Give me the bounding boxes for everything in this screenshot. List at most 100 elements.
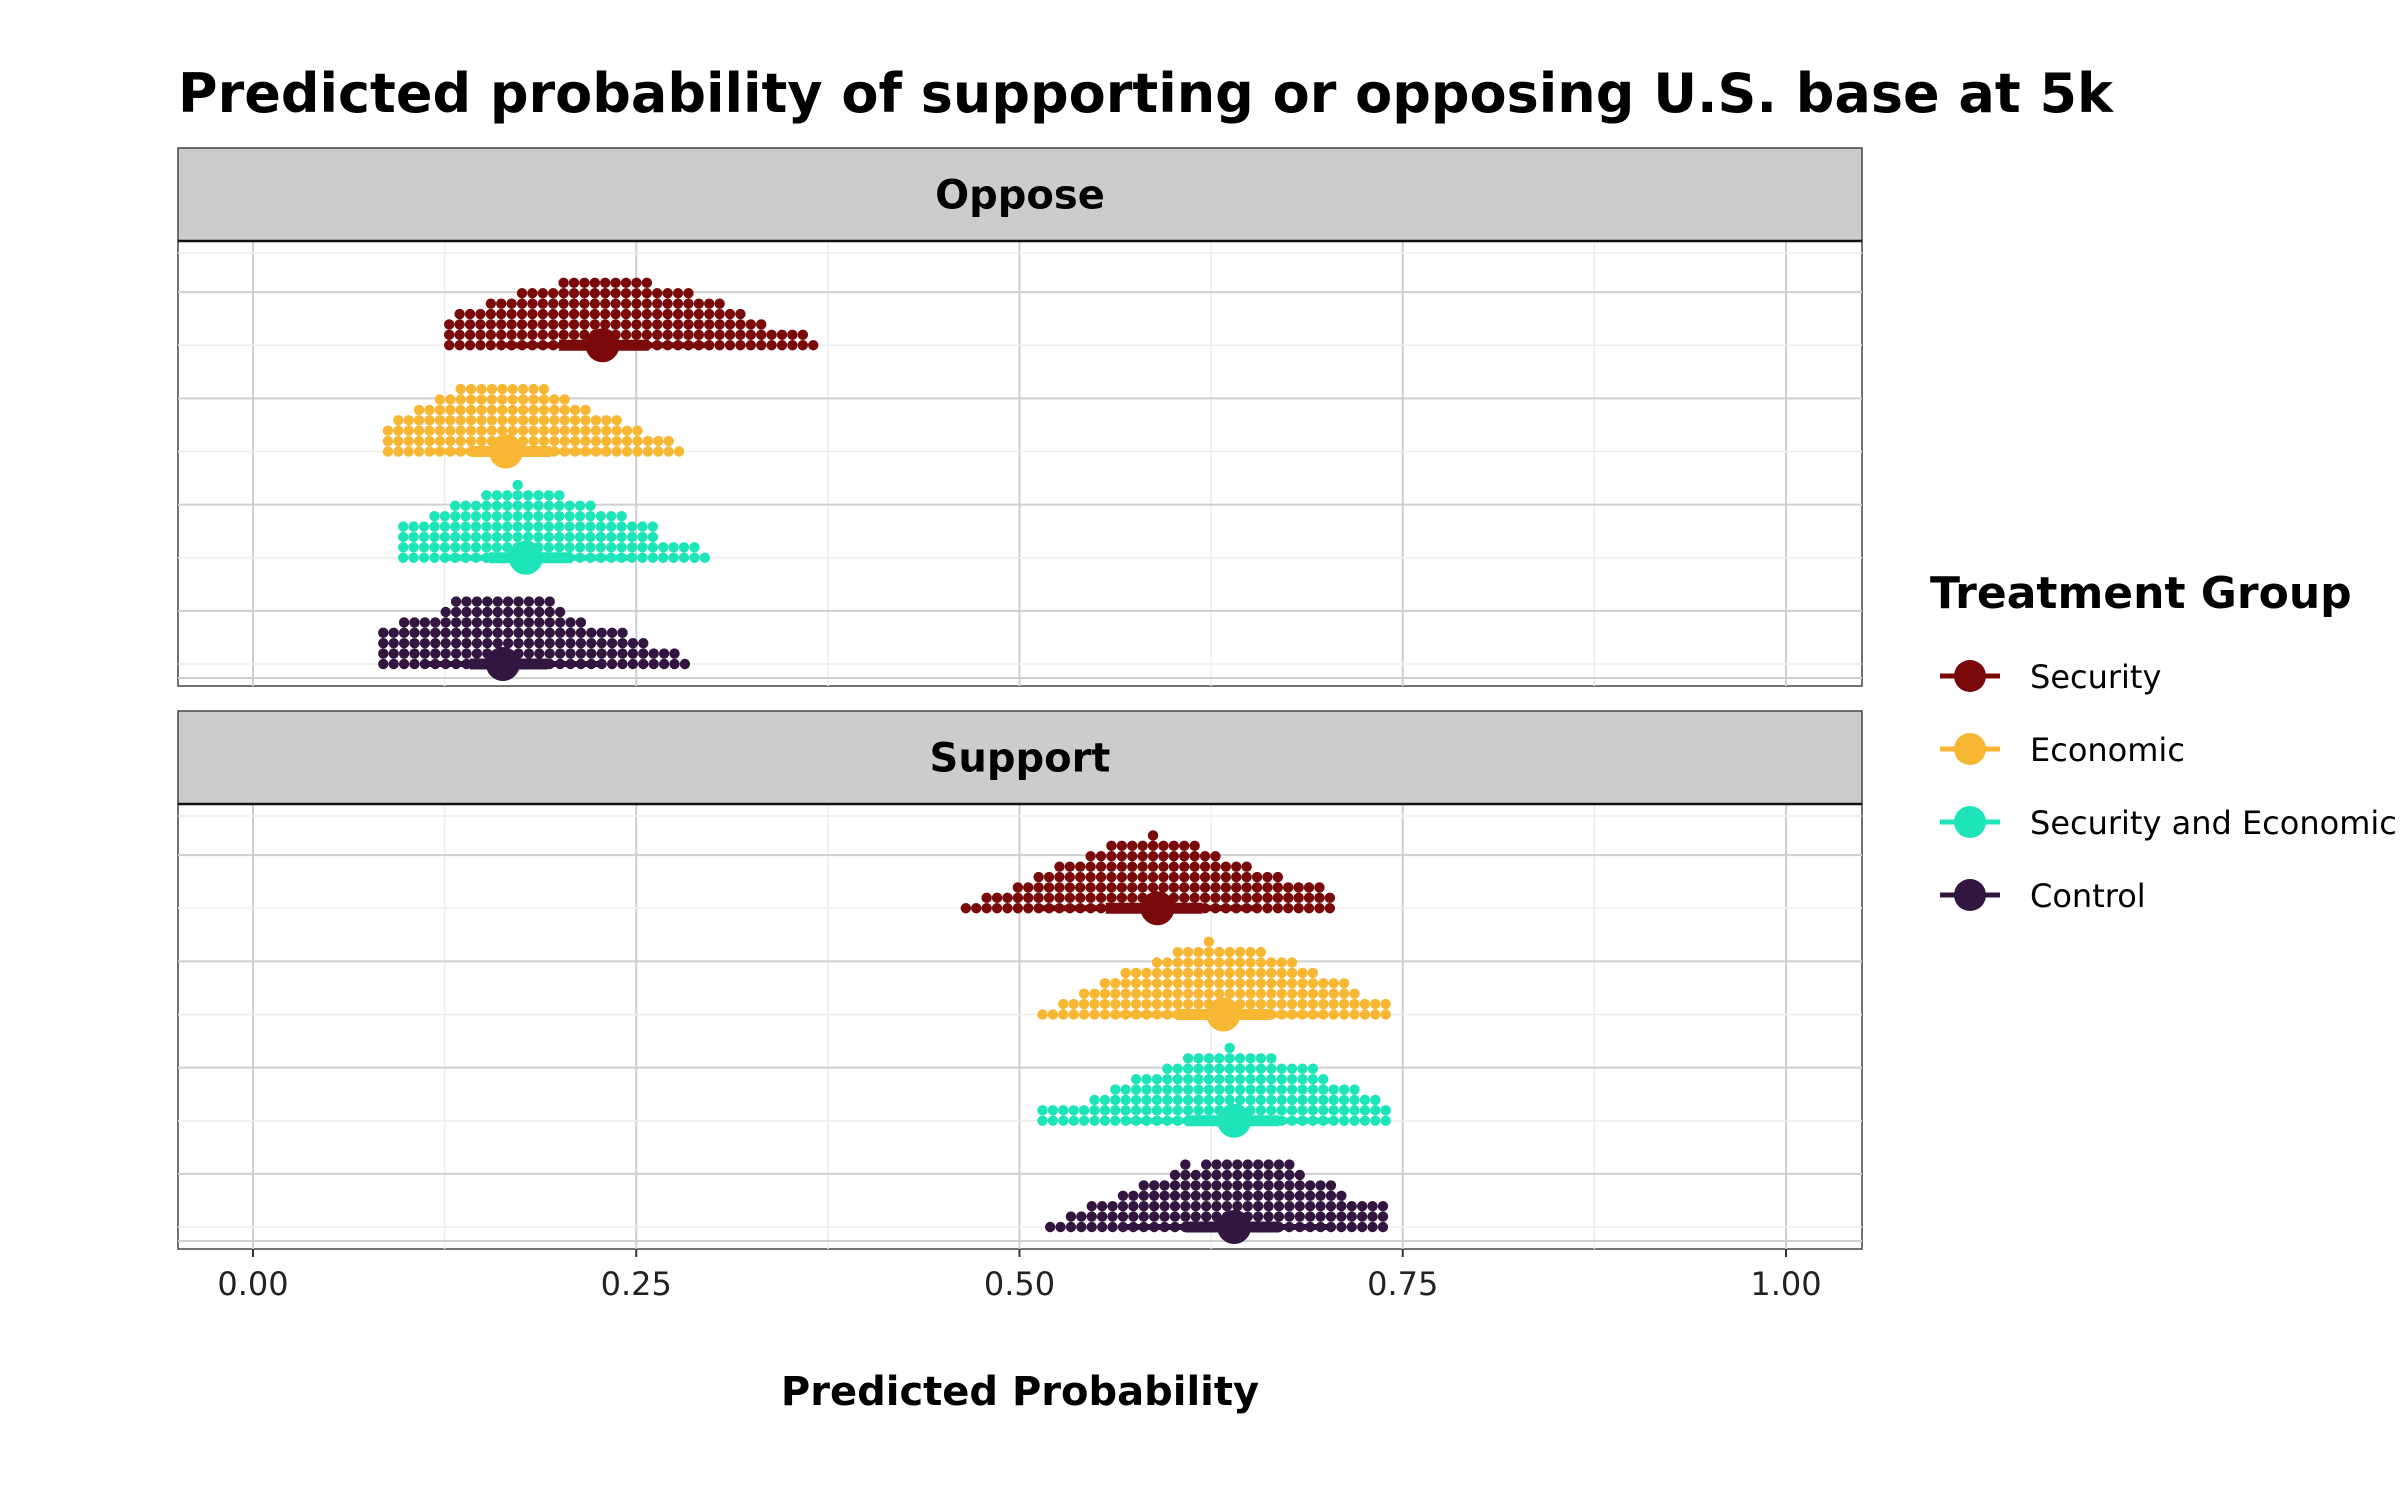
data-dot — [408, 531, 419, 543]
data-dot — [1058, 1009, 1069, 1020]
data-dot — [1190, 1211, 1201, 1222]
data-dot — [1151, 1084, 1163, 1095]
data-dot — [1162, 1084, 1173, 1095]
legend-key-dot — [1954, 879, 1986, 911]
data-dot — [1078, 998, 1090, 1010]
data-dot — [1318, 988, 1329, 999]
data-dot — [724, 319, 736, 330]
data-dot — [470, 531, 482, 543]
data-dot — [1336, 1190, 1347, 1202]
data-dot — [543, 510, 555, 522]
data-dot — [1338, 998, 1350, 1010]
data-dot — [1110, 978, 1121, 989]
data-dot — [1193, 988, 1204, 999]
data-dot — [450, 627, 462, 638]
data-dot — [1179, 871, 1190, 883]
data-dot — [455, 435, 466, 447]
data-dot — [1199, 851, 1211, 862]
data-dot — [1245, 1053, 1256, 1064]
data-dot — [568, 277, 580, 289]
data-dot — [1293, 882, 1304, 893]
data-dot — [1232, 1159, 1243, 1170]
data-dot — [1141, 978, 1152, 989]
data-dot — [393, 446, 404, 457]
data-dot — [537, 319, 549, 330]
data-dot — [419, 658, 431, 670]
data-dot — [1224, 1084, 1235, 1095]
data-dot — [627, 658, 639, 670]
data-dot — [981, 892, 992, 904]
data-dot — [637, 521, 648, 532]
data-dot — [516, 329, 528, 341]
data-dot — [1162, 998, 1173, 1010]
data-dot — [1086, 1211, 1097, 1222]
data-dot — [1303, 892, 1315, 904]
data-dot — [1325, 1190, 1337, 1202]
data-dot — [409, 617, 420, 628]
data-dot — [658, 552, 669, 563]
data-dot — [1263, 1190, 1274, 1202]
data-dot — [1180, 1190, 1191, 1202]
data-dot — [735, 329, 746, 341]
data-dot — [523, 617, 535, 628]
data-dot — [616, 510, 627, 522]
data-dot — [1141, 988, 1152, 999]
data-dot — [564, 510, 575, 522]
data-dot — [485, 329, 497, 341]
data-dot — [492, 606, 503, 618]
data-dot — [1328, 1094, 1339, 1106]
data-dot — [485, 340, 497, 351]
data-dot — [1130, 978, 1142, 989]
data-dot — [1214, 1053, 1225, 1064]
data-dot — [1210, 851, 1221, 862]
data-dot — [663, 446, 674, 457]
data-dot — [1037, 1009, 1048, 1020]
data-dot — [1182, 967, 1194, 979]
data-dot — [1294, 1180, 1305, 1191]
data-dot — [1086, 1201, 1097, 1212]
data-dot — [735, 319, 746, 330]
data-dot — [1303, 903, 1315, 914]
data-dot — [1158, 851, 1169, 862]
data-dot — [1349, 1094, 1360, 1106]
data-dot — [1203, 978, 1215, 989]
data-dot — [641, 329, 653, 341]
data-dot — [1232, 1190, 1243, 1202]
data-dot — [527, 308, 538, 320]
data-dot — [559, 394, 570, 405]
data-dot — [620, 288, 632, 299]
data-dot — [1241, 892, 1252, 904]
data-dot — [1120, 967, 1131, 979]
data-dot — [1370, 998, 1381, 1010]
data-dot — [1128, 1190, 1139, 1202]
data-dot — [516, 298, 528, 309]
data-dot — [1200, 1190, 1212, 1202]
data-dot — [1058, 998, 1069, 1010]
data-dot — [471, 627, 483, 638]
data-dot — [450, 606, 462, 618]
data-dot — [1349, 1009, 1360, 1020]
data-dot — [1180, 1180, 1191, 1191]
data-dot — [1210, 892, 1221, 904]
data-dot — [601, 425, 612, 436]
data-dot — [1276, 1063, 1287, 1074]
data-dot — [1214, 978, 1225, 989]
data-dot — [1245, 998, 1256, 1010]
data-dot — [1245, 988, 1256, 999]
data-dot — [464, 340, 476, 351]
data-dot — [1110, 1084, 1121, 1095]
data-dot — [475, 308, 486, 320]
data-dot — [1054, 892, 1065, 904]
data-dot — [454, 340, 465, 351]
data-dot — [393, 435, 404, 447]
data-dot — [1346, 1221, 1357, 1233]
data-dot — [1232, 1201, 1243, 1212]
x-axis-label: Predicted Probability — [781, 1369, 1259, 1415]
data-dot — [1182, 998, 1194, 1010]
data-dot — [409, 658, 420, 670]
data-dot — [1231, 871, 1242, 883]
data-dot — [1089, 1115, 1100, 1126]
legend-key-dot — [1954, 806, 1986, 838]
data-dot — [1172, 967, 1183, 979]
data-dot — [735, 308, 746, 320]
